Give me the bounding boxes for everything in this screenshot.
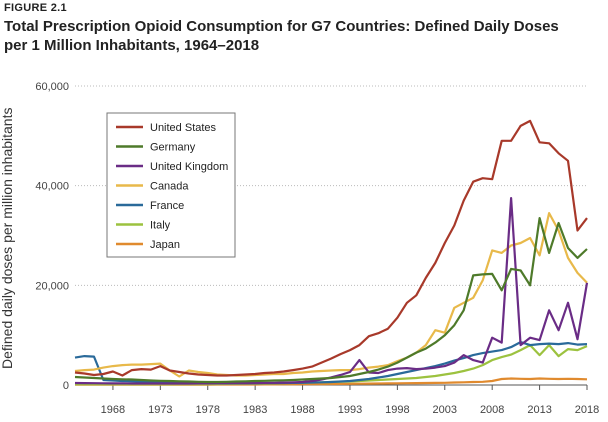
x-tick-label: 1983: [243, 404, 267, 416]
legend-entry: Canada: [150, 181, 189, 193]
series-line-canada: [74, 212, 588, 378]
series-line-germany: [74, 217, 588, 384]
figure-label: FIGURE 2.1: [4, 2, 67, 14]
y-tick-label: 60,000: [35, 81, 69, 93]
x-tick-label: 1998: [385, 404, 409, 416]
x-tick-label: 1993: [338, 404, 362, 416]
x-tick-label: 2003: [433, 404, 457, 416]
y-tick-label: 0: [63, 380, 69, 392]
series-line-united-states: [74, 119, 588, 377]
series-line-france: [74, 341, 588, 385]
legend-entry: Germany: [150, 142, 196, 154]
x-tick-label: 1988: [290, 404, 314, 416]
x-tick-label: 1973: [148, 404, 172, 416]
series-lines: [74, 119, 589, 386]
x-tick-label: 2008: [480, 404, 504, 416]
x-tick-label: 2013: [527, 404, 551, 416]
y-axis-ticks: 0 20,000 40,000 60,000: [35, 81, 69, 392]
x-tick-label: 1978: [195, 404, 219, 416]
gridlines: [75, 85, 587, 286]
x-tick-label: 1968: [101, 404, 125, 416]
y-tick-label: 20,000: [35, 280, 69, 292]
legend-entry: France: [150, 200, 184, 212]
legend: United States Germany United Kingdom Canada…: [106, 112, 236, 258]
legend-entry: Japan: [150, 239, 180, 251]
legend-entry: Italy: [150, 220, 171, 232]
y-tick-label: 40,000: [35, 181, 69, 193]
legend-entry: United States: [150, 122, 217, 134]
legend-entry: United Kingdom: [150, 161, 228, 173]
chart-title: Total Prescription Opioid Consumption fo…: [4, 18, 559, 54]
x-axis-ticks: 1968 1973 1978 1983 1988 1993 1998 2003 2008 2013…: [101, 385, 599, 416]
x-tick-label: 2018: [575, 404, 599, 416]
